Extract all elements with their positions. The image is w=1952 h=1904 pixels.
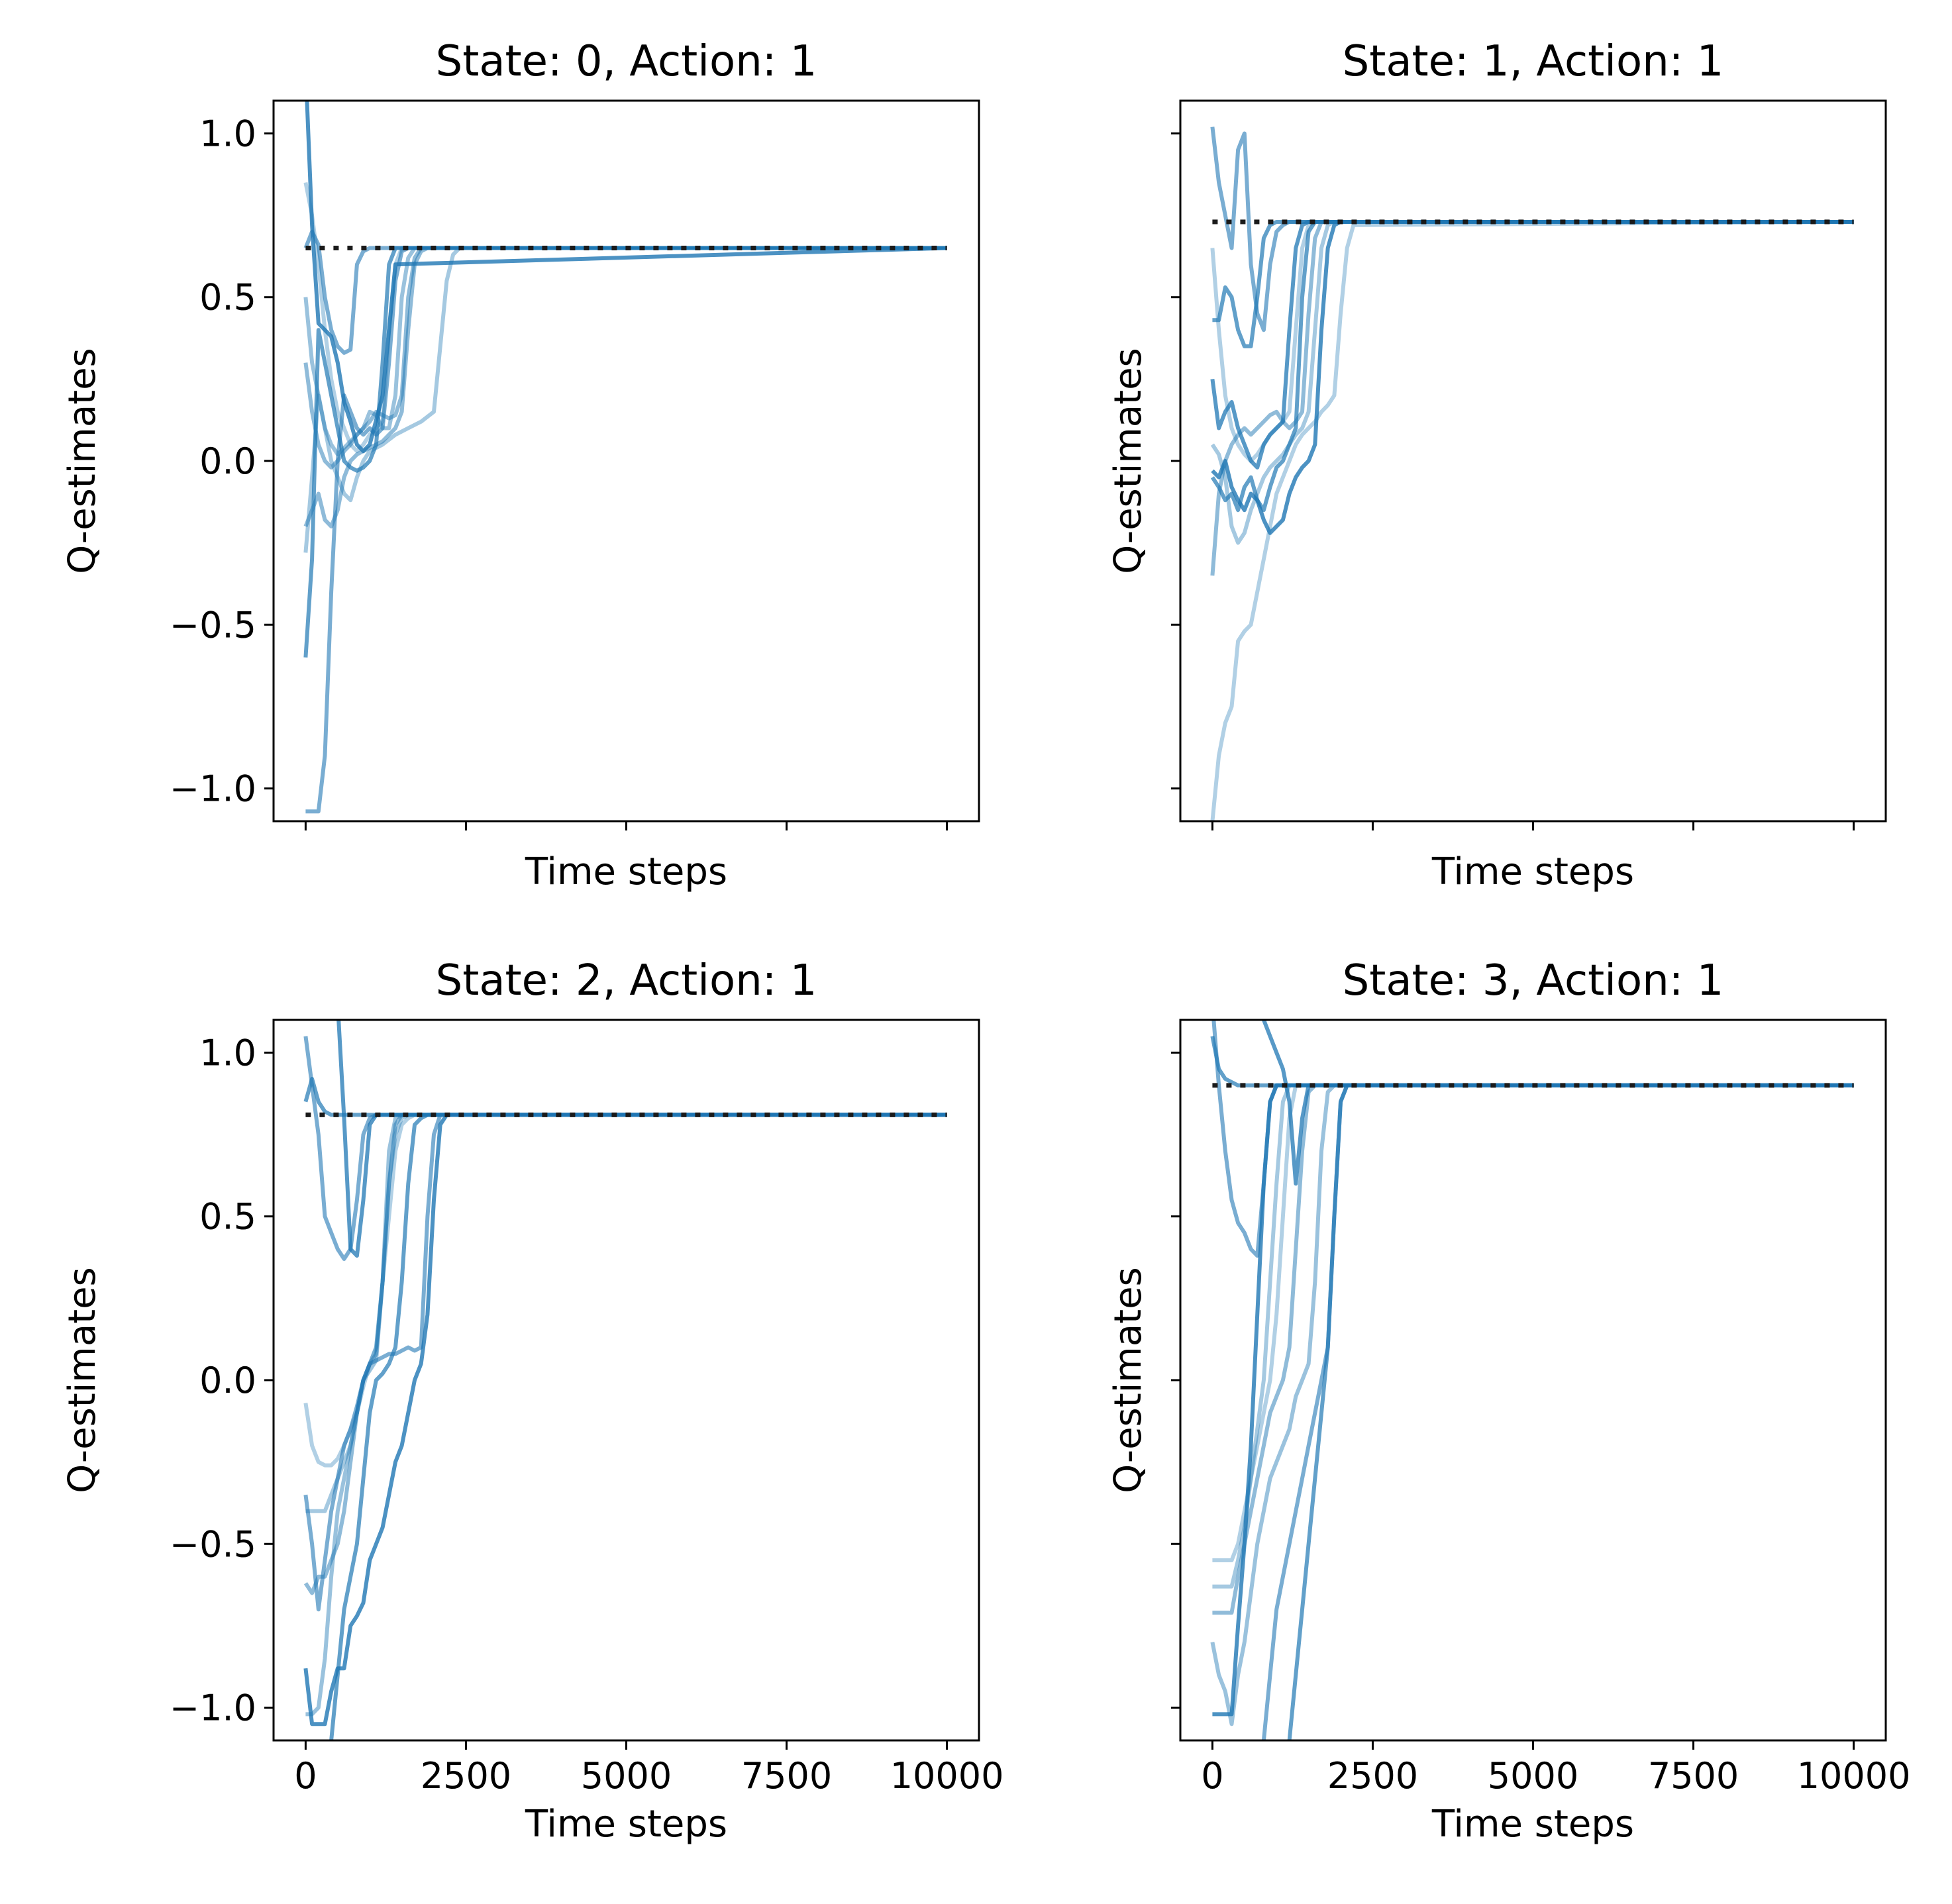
subplot-title: State: 2, Action: 1 xyxy=(436,956,817,1005)
subplot-0: State: 0, Action: 1 Time steps Q-estimat… xyxy=(61,37,980,893)
x-tick-label: 5000 xyxy=(1488,1755,1578,1797)
x-tick-label: 0 xyxy=(1201,1755,1223,1797)
series-line xyxy=(1261,1083,1854,1740)
x-tick-label: 2500 xyxy=(421,1755,511,1797)
series-line xyxy=(1210,220,1854,463)
y-axis-label: Q-estimates xyxy=(1107,1267,1150,1493)
y-axis-label: Q-estimates xyxy=(61,348,104,574)
series-line xyxy=(303,246,947,457)
x-tick-label: 7500 xyxy=(741,1755,832,1797)
y-tick-label: −0.5 xyxy=(170,604,256,646)
y-tick-label: −0.5 xyxy=(170,1523,256,1565)
x-tick-label: 10000 xyxy=(890,1755,1004,1797)
subplot-title: State: 0, Action: 1 xyxy=(436,37,817,86)
series-line xyxy=(1210,220,1854,470)
series-line xyxy=(303,246,947,658)
series-line xyxy=(329,1113,947,1740)
y-tick-label: 0.0 xyxy=(199,440,256,482)
series-line xyxy=(303,1113,947,1612)
x-tick-label: 10000 xyxy=(1797,1755,1911,1797)
series-line xyxy=(1212,1083,1854,1589)
y-tick-label: 0.0 xyxy=(199,1360,256,1401)
y-tick-label: 0.5 xyxy=(199,277,256,319)
series-line xyxy=(1212,1083,1854,1615)
x-tick-label: 5000 xyxy=(581,1755,672,1797)
y-tick-label: 0.5 xyxy=(199,1196,256,1238)
y-tick-label: −1.0 xyxy=(170,768,256,810)
series-group xyxy=(303,101,947,814)
y-tick-label: 1.0 xyxy=(199,1032,256,1074)
series-group xyxy=(1210,1020,1854,1740)
series-line xyxy=(303,246,947,553)
series-line xyxy=(1210,220,1854,821)
series-line xyxy=(1210,1083,1854,1727)
y-tick-labels: 1.0 0.5 0.0 −0.5 −1.0 xyxy=(170,1032,256,1729)
x-axis-label: Time steps xyxy=(525,850,727,893)
y-axis-label: Q-estimates xyxy=(1107,348,1150,574)
series-line xyxy=(303,246,947,528)
series-line xyxy=(336,1020,947,1258)
series-line xyxy=(1210,220,1854,545)
series-line xyxy=(1211,220,1854,535)
x-tick-label: 0 xyxy=(294,1755,317,1797)
subplot-1: State: 1, Action: 1 Time steps Q-estimat… xyxy=(1107,37,1887,893)
subplot-3: State: 3, Action: 1 Time steps Q-estimat… xyxy=(1107,956,1910,1846)
y-tick-label: −1.0 xyxy=(170,1687,256,1729)
series-line xyxy=(303,1113,947,1727)
series-line xyxy=(303,229,947,355)
series-line xyxy=(1212,220,1854,348)
series-group xyxy=(303,1020,947,1740)
x-axis-label: Time steps xyxy=(1431,1803,1634,1846)
x-tick-labels: 0 2500 5000 7500 10000 xyxy=(294,1755,1003,1797)
y-tick-labels: 1.0 0.5 0.0 −0.5 −1.0 xyxy=(170,113,256,809)
subplot-title: State: 1, Action: 1 xyxy=(1343,37,1724,86)
subplot-2: State: 2, Action: 1 Time steps Q-estimat… xyxy=(61,956,1003,1846)
series-line xyxy=(303,246,947,470)
x-axis-label: Time steps xyxy=(1431,850,1634,893)
y-tick-label: 1.0 xyxy=(199,113,256,154)
x-tick-labels: 0 2500 5000 7500 10000 xyxy=(1201,1755,1910,1797)
series-line xyxy=(1212,1083,1854,1717)
y-axis-label: Q-estimates xyxy=(61,1267,104,1493)
series-line xyxy=(303,182,947,454)
series-line xyxy=(1210,220,1854,513)
x-axis-label: Time steps xyxy=(525,1803,727,1846)
x-tick-label: 2500 xyxy=(1327,1755,1418,1797)
subplot-title: State: 3, Action: 1 xyxy=(1343,956,1724,1005)
x-tick-label: 7500 xyxy=(1648,1755,1739,1797)
series-group xyxy=(1210,126,1854,821)
series-line xyxy=(1210,220,1854,576)
